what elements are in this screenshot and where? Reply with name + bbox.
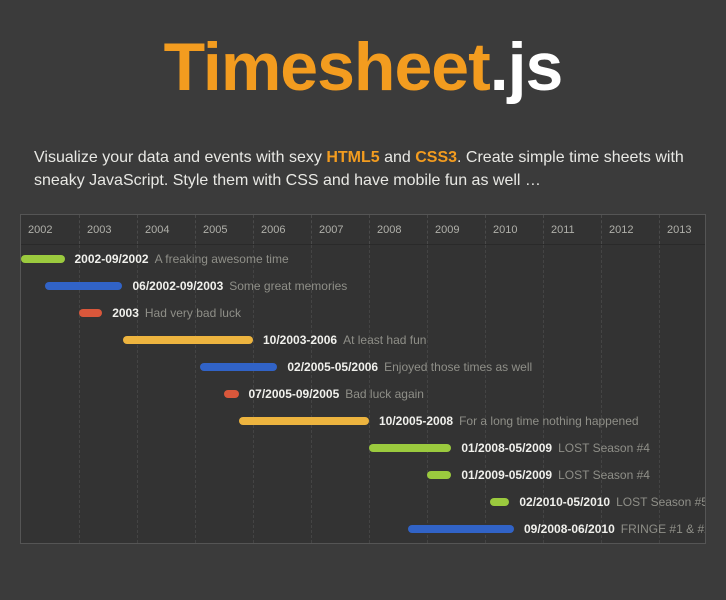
title-main: Timesheet [164, 29, 490, 105]
timeline-row: 2002-09/2002 A freaking awesome time [21, 249, 705, 272]
timeline-rows: 2002-09/2002 A freaking awesome time 06/20… [21, 249, 705, 542]
timeline-scale: 2002200320042005200620072008200920102011… [21, 215, 705, 245]
timeline-bar [408, 525, 514, 533]
timeline-label: 10/2005-2008 For a long time nothing happ… [379, 414, 639, 428]
timeline-row: 09/2008-06/2010 FRINGE #1 & #2 [21, 519, 705, 542]
timeline-bar [123, 336, 254, 344]
timeline-row: 06/2002-09/2003 Some great memories [21, 276, 705, 299]
timeline-label: 01/2009-05/2009 LOST Season #4 [461, 468, 650, 482]
timeline-label: 06/2002-09/2003 Some great memories [133, 279, 348, 293]
timeline-label: 09/2008-06/2010 FRINGE #1 & #2 [524, 522, 706, 536]
scale-year: 2006 [253, 215, 311, 244]
timeline-row: 02/2010-05/2010 LOST Season #5 [21, 492, 705, 515]
timeline-label-date: 09/2008-06/2010 [524, 522, 615, 536]
scale-year: 2007 [311, 215, 369, 244]
timeline-bar [369, 444, 451, 452]
timeline-label-text: Bad luck again [345, 387, 424, 401]
timeline-row: 02/2005-05/2006 Enjoyed those times as we… [21, 357, 705, 380]
intro-mid: and [380, 149, 416, 166]
intro-text: Visualize your data and events with sexy… [0, 146, 726, 214]
timeline-label-date: 02/2010-05/2010 [519, 495, 610, 509]
timeline-label: 10/2003-2006 At least had fun [263, 333, 426, 347]
scale-year: 2004 [137, 215, 195, 244]
scale-year: 2013 [659, 215, 706, 244]
timeline-label-date: 10/2003-2006 [263, 333, 337, 347]
timeline-label-text: Enjoyed those times as well [384, 360, 532, 374]
scale-year: 2011 [543, 215, 601, 244]
scale-year: 2002 [21, 215, 79, 244]
timeline-label: 2002-09/2002 A freaking awesome time [75, 252, 289, 266]
timeline-bar [224, 390, 239, 398]
timeline-label-text: LOST Season #5 [616, 495, 706, 509]
timeline-bar [21, 255, 65, 263]
timeline-label-date: 10/2005-2008 [379, 414, 453, 428]
timeline-row: 01/2008-05/2009 LOST Season #4 [21, 438, 705, 461]
scale-year: 2009 [427, 215, 485, 244]
scale-year: 2008 [369, 215, 427, 244]
timeline-label-date: 07/2005-09/2005 [249, 387, 340, 401]
intro-highlight-css3: CSS3 [415, 149, 457, 166]
page-header: Timesheet.js [0, 0, 726, 146]
scale-year: 2012 [601, 215, 659, 244]
timeline-label-text: For a long time nothing happened [459, 414, 638, 428]
timeline-bar [427, 471, 451, 479]
scale-year: 2010 [485, 215, 543, 244]
timeline-label-date: 01/2008-05/2009 [461, 441, 552, 455]
intro-pre: Visualize your data and events with sexy [34, 149, 326, 166]
title-ext: .js [490, 29, 563, 105]
timeline-label-date: 2003 [112, 306, 139, 320]
timeline-row: 2003 Had very bad luck [21, 303, 705, 326]
timeline-chart: 2002200320042005200620072008200920102011… [20, 214, 706, 544]
timeline-row: 01/2009-05/2009 LOST Season #4 [21, 465, 705, 488]
timeline-label-date: 06/2002-09/2003 [133, 279, 224, 293]
intro-highlight-html5: HTML5 [326, 149, 379, 166]
timeline-label: 02/2010-05/2010 LOST Season #5 [519, 495, 706, 509]
timeline-label-date: 02/2005-05/2006 [287, 360, 378, 374]
timeline-row: 10/2005-2008 For a long time nothing happ… [21, 411, 705, 434]
timeline-bar [200, 363, 278, 371]
timeline-label: 01/2008-05/2009 LOST Season #4 [461, 441, 650, 455]
scale-year: 2003 [79, 215, 137, 244]
timeline-label-text: LOST Season #4 [558, 468, 650, 482]
timeline-label-text: FRINGE #1 & #2 [621, 522, 706, 536]
timeline-label-text: A freaking awesome time [155, 252, 289, 266]
timeline-label-text: Some great memories [229, 279, 347, 293]
timeline-row: 10/2003-2006 At least had fun [21, 330, 705, 353]
timeline-label-text: LOST Season #4 [558, 441, 650, 455]
timeline-label-date: 2002-09/2002 [75, 252, 149, 266]
timeline-bar [239, 417, 370, 425]
timeline-label: 2003 Had very bad luck [112, 306, 241, 320]
timeline-label-text: At least had fun [343, 333, 426, 347]
timeline-label: 02/2005-05/2006 Enjoyed those times as we… [287, 360, 532, 374]
timeline-bar [45, 282, 122, 290]
timeline-bar [490, 498, 510, 506]
timeline-row: 07/2005-09/2005 Bad luck again [21, 384, 705, 407]
timeline-label-text: Had very bad luck [145, 306, 241, 320]
timeline-label-date: 01/2009-05/2009 [461, 468, 552, 482]
timeline-bar [79, 309, 102, 317]
scale-year: 2005 [195, 215, 253, 244]
timeline-label: 07/2005-09/2005 Bad luck again [249, 387, 424, 401]
